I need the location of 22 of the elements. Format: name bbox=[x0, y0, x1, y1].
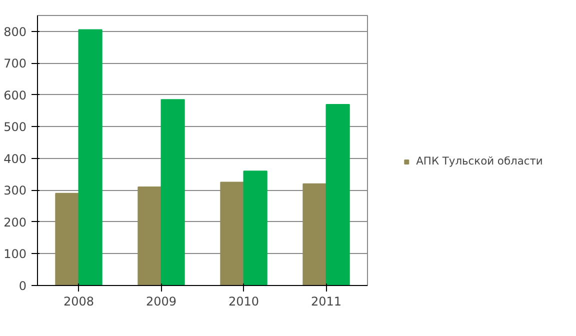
bar bbox=[302, 183, 327, 286]
x-tick-label: 2009 bbox=[146, 294, 177, 308]
bar bbox=[138, 186, 162, 286]
y-tick-label: 700 bbox=[4, 56, 26, 71]
y-tick-label: 500 bbox=[4, 120, 26, 134]
y-tick-label: 800 bbox=[4, 24, 26, 39]
bar bbox=[160, 99, 185, 286]
bar bbox=[78, 29, 102, 286]
y-tick-label: 200 bbox=[4, 215, 26, 230]
bar bbox=[55, 192, 80, 286]
x-tick-label: 2010 bbox=[228, 294, 260, 308]
bar bbox=[326, 104, 350, 286]
bar bbox=[220, 182, 244, 286]
x-tick-label: 2011 bbox=[310, 294, 342, 308]
y-tick-label: 100 bbox=[4, 247, 26, 262]
y-tick-label: 600 bbox=[4, 88, 26, 102]
y-tick-label: 300 bbox=[4, 184, 26, 198]
y-tick-label: 0 bbox=[18, 279, 27, 293]
bar bbox=[243, 170, 268, 286]
legend-label: АПК Тульской области bbox=[416, 154, 543, 168]
y-tick-label: 400 bbox=[4, 152, 26, 166]
x-tick-label: 2008 bbox=[63, 294, 94, 308]
